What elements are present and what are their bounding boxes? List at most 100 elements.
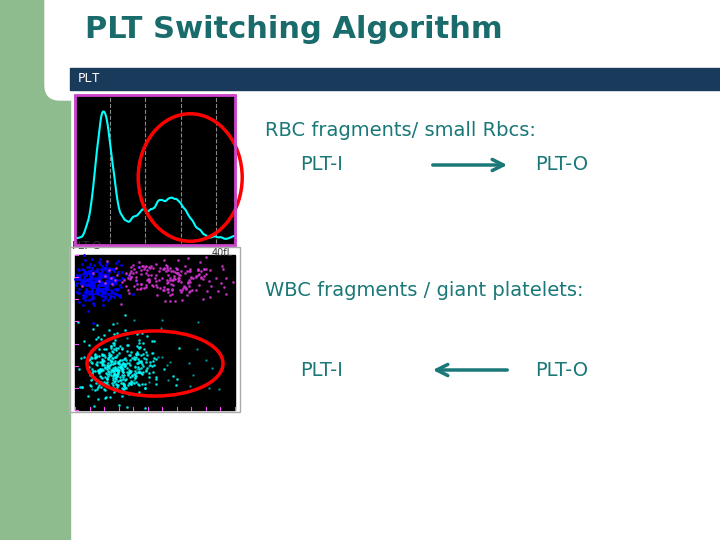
Point	[92, 274, 104, 283]
Point	[122, 389, 134, 397]
Point	[102, 367, 114, 375]
Point	[145, 262, 157, 271]
Point	[108, 370, 120, 379]
Point	[86, 287, 97, 296]
Point	[170, 381, 181, 389]
Point	[91, 379, 102, 388]
Point	[106, 366, 117, 374]
Point	[101, 364, 112, 373]
Point	[132, 368, 143, 376]
Point	[105, 356, 117, 365]
Point	[153, 353, 164, 361]
Point	[107, 357, 118, 366]
Point	[92, 282, 104, 291]
Point	[120, 268, 131, 277]
Point	[125, 273, 136, 281]
Point	[146, 362, 158, 370]
Text: 40fL: 40fL	[212, 248, 233, 258]
Point	[179, 283, 191, 292]
Point	[185, 273, 197, 281]
Point	[106, 276, 117, 285]
Point	[90, 360, 102, 369]
Point	[110, 343, 122, 352]
Point	[87, 269, 99, 278]
Point	[92, 367, 104, 375]
Point	[120, 270, 132, 279]
Point	[110, 372, 122, 381]
Point	[140, 262, 151, 271]
Point	[132, 328, 144, 336]
Point	[83, 341, 94, 349]
Point	[91, 286, 103, 294]
Point	[121, 328, 132, 337]
Point	[86, 292, 97, 300]
Point	[86, 255, 97, 264]
Point	[114, 356, 125, 365]
Point	[139, 383, 150, 392]
Point	[98, 264, 109, 272]
Point	[96, 288, 107, 297]
Point	[94, 271, 105, 280]
Point	[83, 290, 94, 299]
Point	[109, 386, 120, 394]
Point	[125, 267, 136, 276]
Point	[172, 269, 184, 278]
Point	[132, 263, 144, 272]
Point	[99, 271, 111, 280]
Point	[177, 284, 189, 292]
Point	[118, 360, 130, 369]
Point	[153, 266, 165, 275]
Point	[103, 272, 114, 280]
Point	[86, 264, 98, 272]
Point	[109, 374, 121, 382]
Point	[115, 282, 127, 291]
Point	[97, 301, 109, 309]
Point	[80, 281, 91, 289]
Point	[112, 363, 124, 372]
Point	[128, 355, 140, 363]
Point	[87, 268, 99, 277]
Point	[176, 288, 187, 297]
Point	[94, 278, 106, 287]
Point	[123, 359, 135, 368]
Point	[102, 354, 114, 362]
Point	[176, 296, 187, 305]
Text: PLT-O: PLT-O	[72, 241, 102, 251]
Point	[121, 403, 132, 411]
Point	[115, 375, 127, 384]
Bar	[70, 247, 240, 412]
Point	[137, 360, 148, 369]
Point	[158, 282, 170, 291]
Point	[109, 370, 121, 379]
Point	[126, 370, 138, 379]
Point	[116, 364, 127, 373]
Point	[205, 282, 217, 291]
Point	[93, 368, 104, 376]
Point	[162, 265, 174, 274]
Point	[175, 285, 186, 294]
Point	[212, 286, 224, 295]
Point	[131, 280, 143, 288]
Point	[114, 400, 125, 409]
Point	[158, 286, 170, 295]
Point	[137, 262, 148, 271]
Point	[107, 292, 119, 300]
Point	[138, 345, 150, 353]
Point	[96, 373, 107, 381]
Point	[131, 359, 143, 367]
Point	[88, 278, 99, 286]
Point	[81, 285, 92, 294]
Point	[175, 267, 186, 276]
Point	[123, 366, 135, 374]
Point	[116, 274, 127, 283]
Point	[109, 370, 120, 379]
Point	[109, 259, 121, 267]
Bar	[0, 70, 70, 540]
Point	[107, 366, 119, 375]
Point	[84, 259, 96, 268]
Point	[109, 364, 121, 373]
Point	[179, 262, 191, 271]
Point	[80, 271, 91, 279]
Point	[97, 273, 109, 281]
Point	[159, 297, 171, 306]
